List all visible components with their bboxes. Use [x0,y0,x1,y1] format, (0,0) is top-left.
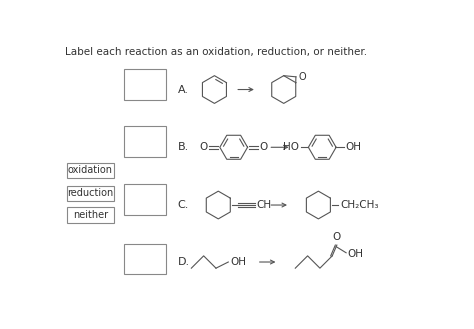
Bar [124,243,166,274]
Text: CH₂CH₃: CH₂CH₃ [340,200,378,210]
Text: CH: CH [256,200,271,210]
Text: HO: HO [283,142,299,152]
Bar [124,184,166,215]
Text: oxidation: oxidation [68,165,113,175]
Bar [66,163,114,178]
Text: OH: OH [346,142,361,152]
Bar [124,126,166,157]
Text: OH: OH [231,257,246,267]
Text: O: O [298,72,306,82]
Text: O: O [199,142,208,152]
Text: C.: C. [177,200,189,210]
Text: OH: OH [347,249,364,259]
Bar [66,207,114,223]
Bar [66,186,114,201]
Text: D.: D. [177,257,190,267]
Text: O: O [260,142,268,152]
Text: Label each reaction as an oxidation, reduction, or neither.: Label each reaction as an oxidation, red… [65,47,367,57]
Bar [124,69,166,100]
Text: reduction: reduction [67,189,114,198]
Text: A.: A. [177,85,189,94]
Text: B.: B. [177,142,189,152]
Text: neither: neither [73,210,108,220]
Text: O: O [332,232,340,242]
